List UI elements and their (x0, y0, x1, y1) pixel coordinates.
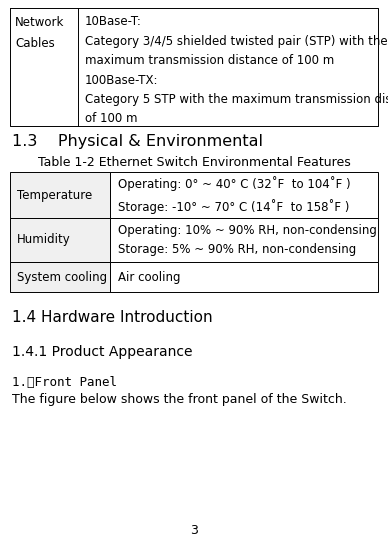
Text: 10Base-T:
Category 3/4/5 shielded twisted pair (STP) with the
maximum transmissi: 10Base-T: Category 3/4/5 shielded twiste… (85, 15, 388, 125)
Text: Humidity: Humidity (17, 233, 71, 246)
Text: Network
Cables: Network Cables (15, 16, 64, 50)
Text: 1.　Front Panel: 1. Front Panel (12, 376, 117, 389)
Text: Table 1-2 Ethernet Switch Environmental Features: Table 1-2 Ethernet Switch Environmental … (38, 156, 350, 169)
Bar (10, 262, 110, 292)
Bar (10, 172, 110, 218)
Bar (10, 218, 110, 262)
Bar (110, 172, 378, 218)
Text: 1.4 Hardware Introduction: 1.4 Hardware Introduction (12, 310, 213, 325)
Bar (110, 218, 378, 262)
Text: Operating: 0° ~ 40° C (32˚F  to 104˚F )
Storage: -10° ~ 70° C (14˚F  to 158˚F ): Operating: 0° ~ 40° C (32˚F to 104˚F ) S… (118, 176, 351, 214)
Text: 1.3    Physical & Environmental: 1.3 Physical & Environmental (12, 134, 263, 149)
Text: 1.4.1 Product Appearance: 1.4.1 Product Appearance (12, 345, 192, 359)
Bar (110, 262, 378, 292)
Text: 3: 3 (190, 524, 198, 537)
Text: System cooling: System cooling (17, 271, 107, 284)
Text: Operating: 10% ~ 90% RH, non-condensing
Storage: 5% ~ 90% RH, non-condensing: Operating: 10% ~ 90% RH, non-condensing … (118, 224, 377, 256)
Text: The figure below shows the front panel of the Switch.: The figure below shows the front panel o… (12, 393, 347, 406)
Text: Temperature: Temperature (17, 188, 92, 202)
Text: Air cooling: Air cooling (118, 271, 180, 284)
